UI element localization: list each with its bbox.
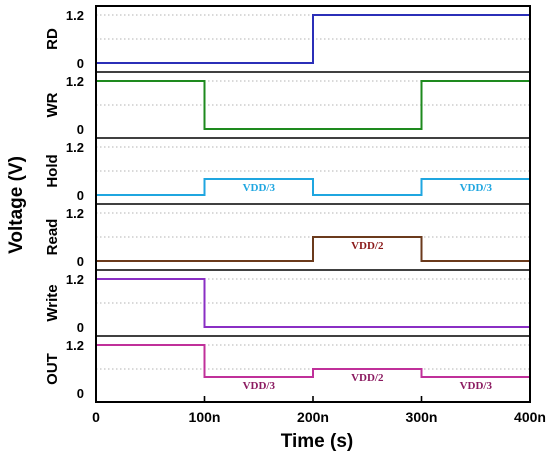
panel-label-hold: Hold <box>44 154 61 187</box>
ytick-label-rd-high: 1.2 <box>66 8 84 23</box>
annotation-read: VDD/2 <box>351 240 384 252</box>
y-axis-title: Voltage (V) <box>6 156 27 254</box>
ytick-label-hold-high: 1.2 <box>66 140 84 155</box>
annotation-hold: VDD/3 <box>243 182 276 194</box>
panel-label-rd: RD <box>44 28 61 50</box>
ytick-label-hold-low: 0 <box>77 188 84 203</box>
frame-layer <box>95 5 531 403</box>
x-tick-label: 400n <box>514 409 546 425</box>
ytick-label-out-low: 0 <box>77 386 84 401</box>
annotation-out: VDD/3 <box>460 380 493 392</box>
x-axis-title: Time (s) <box>281 431 354 452</box>
text-layer: RD 1.2 0 WR 1.2 0 Hold 1.2 0 VDD/3 VDD/3 Read 1.2 0 VD… <box>44 8 546 425</box>
ytick-label-rd-low: 0 <box>77 56 84 71</box>
ytick-label-wr-high: 1.2 <box>66 74 84 89</box>
waveform-out <box>96 344 530 378</box>
panel-label-out: OUT <box>44 353 61 385</box>
panel-label-wr: WR <box>44 92 61 117</box>
ytick-label-write-high: 1.2 <box>66 272 84 287</box>
x-tick-label: 200n <box>297 409 329 425</box>
annotation-hold: VDD/3 <box>460 182 493 194</box>
waveform-layer <box>96 14 530 378</box>
waveform-read <box>96 236 530 262</box>
ytick-label-read-low: 0 <box>77 254 84 269</box>
ytick-label-write-low: 0 <box>77 320 84 335</box>
ytick-label-wr-low: 0 <box>77 122 84 137</box>
x-tick-label: 300n <box>406 409 438 425</box>
waveform-wr <box>96 80 530 130</box>
annotation-out: VDD/2 <box>351 372 384 384</box>
ytick-label-out-high: 1.2 <box>66 338 84 353</box>
ytick-label-read-high: 1.2 <box>66 206 84 221</box>
waveform-rd <box>96 14 530 64</box>
panel-label-read: Read <box>44 219 61 256</box>
panel-label-write: Write <box>44 284 61 321</box>
annotation-out: VDD/3 <box>243 380 276 392</box>
x-tick-label: 0 <box>92 409 100 425</box>
x-tick-label: 100n <box>189 409 221 425</box>
waveform-write <box>96 278 530 328</box>
waveform-hold <box>96 178 530 196</box>
